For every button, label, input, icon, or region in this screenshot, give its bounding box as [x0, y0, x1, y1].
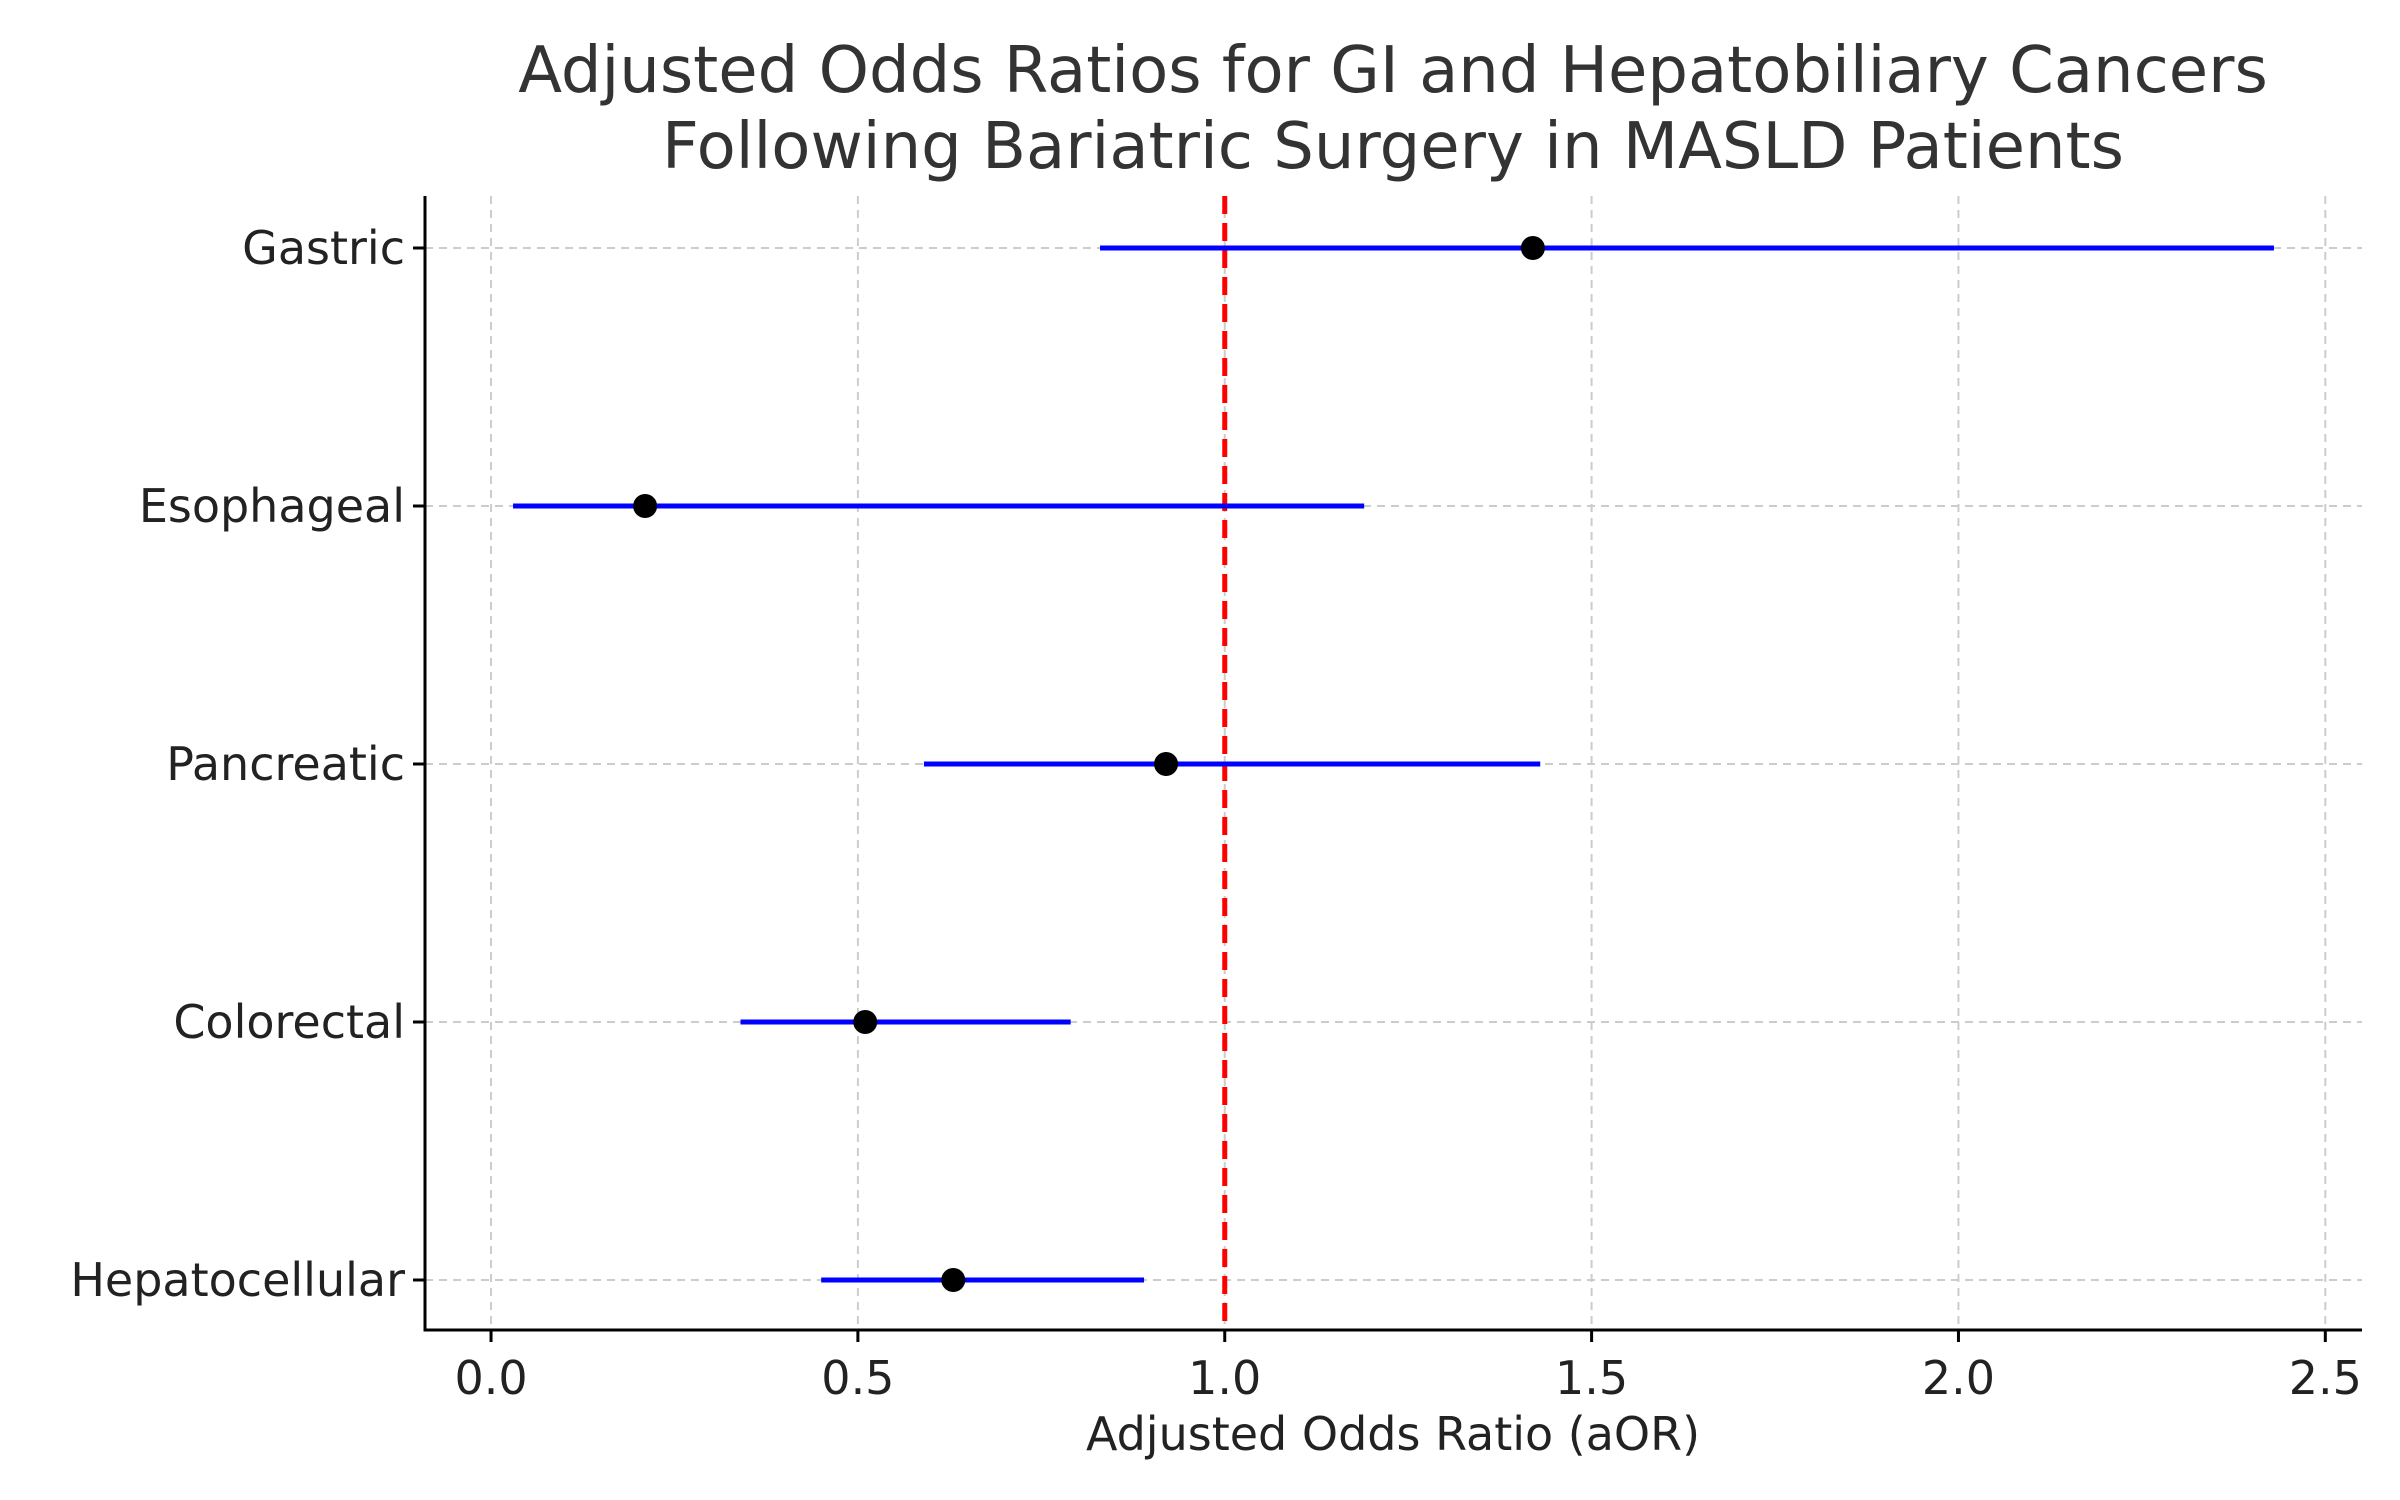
x-tick-label-1: 0.5 [821, 1351, 894, 1405]
point-estimate-pancreatic [1154, 752, 1179, 776]
y-tick-label-gastric: Gastric [242, 221, 405, 275]
chart-title: Adjusted Odds Ratios for GI and Hepatobi… [518, 34, 2268, 108]
y-tick-label-hepatocellular: Hepatocellular [70, 1253, 405, 1307]
point-estimate-esophageal [633, 494, 658, 518]
chart-subtitle: Following Bariatric Surgery in MASLD Pat… [662, 110, 2124, 184]
x-tick-label-5: 2.5 [2289, 1351, 2362, 1405]
x-tick-label-0: 0.0 [454, 1351, 527, 1405]
point-estimate-hepatocellular [941, 1268, 966, 1292]
point-estimate-gastric [1520, 236, 1545, 260]
y-tick-label-pancreatic: Pancreatic [166, 737, 405, 791]
series-layer [513, 236, 2274, 1292]
point-estimate-colorectal [853, 1010, 878, 1034]
y-tick-label-esophageal: Esophageal [139, 479, 405, 533]
axis-layer: 0.0 0.5 1.0 1.5 2.0 2.5 Gastric Esophageal Pancr… [70, 196, 2362, 1405]
y-tick-label-colorectal: Colorectal [173, 995, 405, 1049]
x-axis-label: Adjusted Odds Ratio (aOR) [1086, 1407, 1700, 1461]
x-tick-label-2: 1.0 [1188, 1351, 1261, 1405]
x-tick-label-3: 1.5 [1555, 1351, 1628, 1405]
x-tick-label-4: 2.0 [1922, 1351, 1995, 1405]
